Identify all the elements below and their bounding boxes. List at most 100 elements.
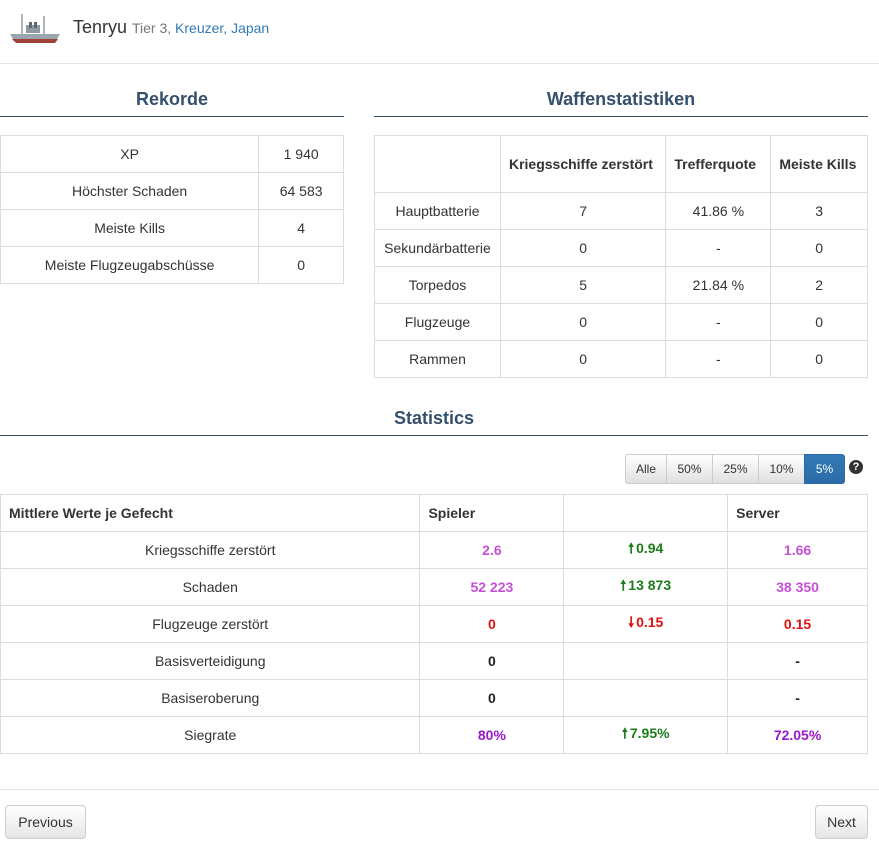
- table-row: Rammen 0-0: [374, 340, 868, 378]
- table-row: Siegrate 80% 🠕 7.95% 72.05%: [0, 716, 868, 754]
- stat-server: -: [727, 679, 868, 717]
- records-table: XP 1 940 Höchster Schaden 64 583 Meiste Ki…: [0, 135, 344, 284]
- weapon-label: Hauptbatterie: [374, 192, 501, 230]
- table-row: Hauptbatterie 7 41.86 % 3: [374, 192, 868, 230]
- filter-all-button[interactable]: Alle: [625, 454, 667, 484]
- stat-label: Basiseroberung: [0, 679, 421, 717]
- stat-label: Schaden: [0, 568, 421, 606]
- stat-player: 80%: [419, 716, 565, 754]
- record-value: 1 940: [258, 135, 344, 173]
- stat-diff: 🠕 13 873: [563, 568, 729, 606]
- ship-meta: Tier 3, Kreuzer, Japan: [132, 20, 269, 36]
- records-title: Rekorde: [0, 89, 344, 117]
- filter-25-button[interactable]: 25%: [712, 454, 759, 484]
- weapon-maxkills: 3: [770, 192, 868, 230]
- stat-label: Kriegsschiffe zerstört: [0, 531, 421, 569]
- arrow-up-icon: 🠕: [628, 540, 635, 556]
- table-row: Meiste Flugzeugabschüsse 0: [0, 246, 344, 284]
- table-row: Flugzeuge zerstört 0 🠗 0.15 0.15: [0, 605, 868, 643]
- record-value: 64 583: [258, 172, 344, 210]
- filter-10-button[interactable]: 10%: [758, 454, 805, 484]
- stat-diff: 🠗 0.15: [563, 605, 729, 643]
- stat-diff-value: 0.15: [636, 614, 664, 630]
- arrow-down-icon: 🠗: [628, 614, 635, 630]
- stat-diff: 🠕 0.94: [563, 531, 729, 569]
- table-row: Schaden 52 223 🠕 13 873 38 350: [0, 568, 868, 606]
- previous-button[interactable]: Previous: [5, 805, 86, 839]
- stat-diff-value: 7.95%: [629, 725, 670, 741]
- record-label: Meiste Kills: [0, 209, 260, 247]
- stat-diff-value: 13 873: [628, 577, 672, 593]
- stat-diff: [563, 642, 729, 680]
- stat-player: 0: [419, 605, 565, 643]
- weapons-header-maxkills: Meiste Kills: [770, 135, 868, 193]
- stats-header-player: Spieler: [419, 494, 565, 532]
- stat-player: 0: [419, 679, 565, 717]
- weapon-maxkills: 0: [770, 303, 868, 341]
- stat-player: 0: [419, 642, 565, 680]
- table-row: Basiseroberung 0 -: [0, 679, 868, 717]
- footer-divider: [0, 789, 879, 790]
- record-label: Meiste Flugzeugabschüsse: [0, 246, 260, 284]
- ship-name: Tenryu: [73, 17, 128, 37]
- weapon-accuracy: -: [665, 229, 772, 267]
- statistics-title: Statistics: [0, 408, 868, 436]
- weapon-kills: 5: [499, 266, 667, 304]
- help-icon[interactable]: ?: [849, 460, 863, 474]
- weapons-title: Waffenstatistiken: [374, 89, 868, 117]
- record-value: 0: [258, 246, 344, 284]
- record-label: Höchster Schaden: [0, 172, 260, 210]
- weapon-label: Torpedos: [374, 266, 501, 304]
- weapon-accuracy: -: [665, 303, 772, 341]
- stat-label: Siegrate: [0, 716, 421, 754]
- weapon-maxkills: 0: [770, 340, 868, 378]
- ship-nation-link[interactable]: Japan: [231, 20, 270, 36]
- stat-label: Flugzeuge zerstört: [0, 605, 421, 643]
- table-header-row: Mittlere Werte je Gefecht Spieler Server: [0, 494, 868, 532]
- weapon-kills: 7: [499, 192, 667, 230]
- stat-server: -: [727, 642, 868, 680]
- table-row: XP 1 940: [0, 135, 344, 173]
- table-row: Flugzeuge 0-0: [374, 303, 868, 341]
- weapon-label: Flugzeuge: [374, 303, 501, 341]
- filter-5-button[interactable]: 5%: [804, 454, 845, 484]
- weapon-kills: 0: [499, 303, 667, 341]
- weapon-maxkills: 0: [770, 229, 868, 267]
- weapon-kills: 0: [499, 229, 667, 267]
- weapon-kills: 0: [499, 340, 667, 378]
- table-row: Torpedos 5 21.84 % 2: [374, 266, 868, 304]
- weapon-label: Sekundärbatterie: [374, 229, 501, 267]
- weapon-accuracy: 41.86 %: [665, 192, 772, 230]
- weapon-maxkills: 2: [770, 266, 868, 304]
- record-value: 4: [258, 209, 344, 247]
- stat-server: 38 350: [727, 568, 868, 606]
- page-header: Tenryu Tier 3, Kreuzer, Japan: [0, 0, 879, 64]
- weapon-label: Rammen: [374, 340, 501, 378]
- arrow-up-icon: 🠕: [621, 725, 628, 741]
- table-row: Sekundärbatterie 0-0: [374, 229, 868, 267]
- percentile-filter-group: Alle 50% 25% 10% 5%: [625, 454, 845, 484]
- weapons-header-kills: Kriegsschiffe zerstört: [499, 135, 667, 193]
- stats-header-server: Server: [727, 494, 868, 532]
- weapons-header-accuracy: Trefferquote: [665, 135, 772, 193]
- stat-diff: [563, 679, 729, 717]
- weapon-accuracy: 21.84 %: [665, 266, 772, 304]
- stat-diff-value: 0.94: [636, 540, 664, 556]
- table-header-row: Kriegsschiffe zerstört Trefferquote Meis…: [374, 135, 868, 193]
- stat-player: 52 223: [419, 568, 565, 606]
- filter-50-button[interactable]: 50%: [666, 454, 713, 484]
- stat-diff: 🠕 7.95%: [563, 716, 729, 754]
- table-row: Höchster Schaden 64 583: [0, 172, 344, 210]
- weapons-table: Kriegsschiffe zerstört Trefferquote Meis…: [374, 135, 868, 378]
- ship-class-link[interactable]: Kreuzer,: [175, 20, 228, 36]
- stat-player: 2.6: [419, 531, 565, 569]
- stat-server: 0.15: [727, 605, 868, 643]
- statistics-table: Mittlere Werte je Gefecht Spieler Server…: [0, 494, 868, 754]
- stat-server: 72.05%: [727, 716, 868, 754]
- next-button[interactable]: Next: [815, 805, 868, 839]
- ship-tier: Tier 3,: [132, 20, 172, 36]
- weapon-accuracy: -: [665, 340, 772, 378]
- ship-image: [8, 8, 62, 48]
- table-row: Meiste Kills 4: [0, 209, 344, 247]
- stat-server: 1.66: [727, 531, 868, 569]
